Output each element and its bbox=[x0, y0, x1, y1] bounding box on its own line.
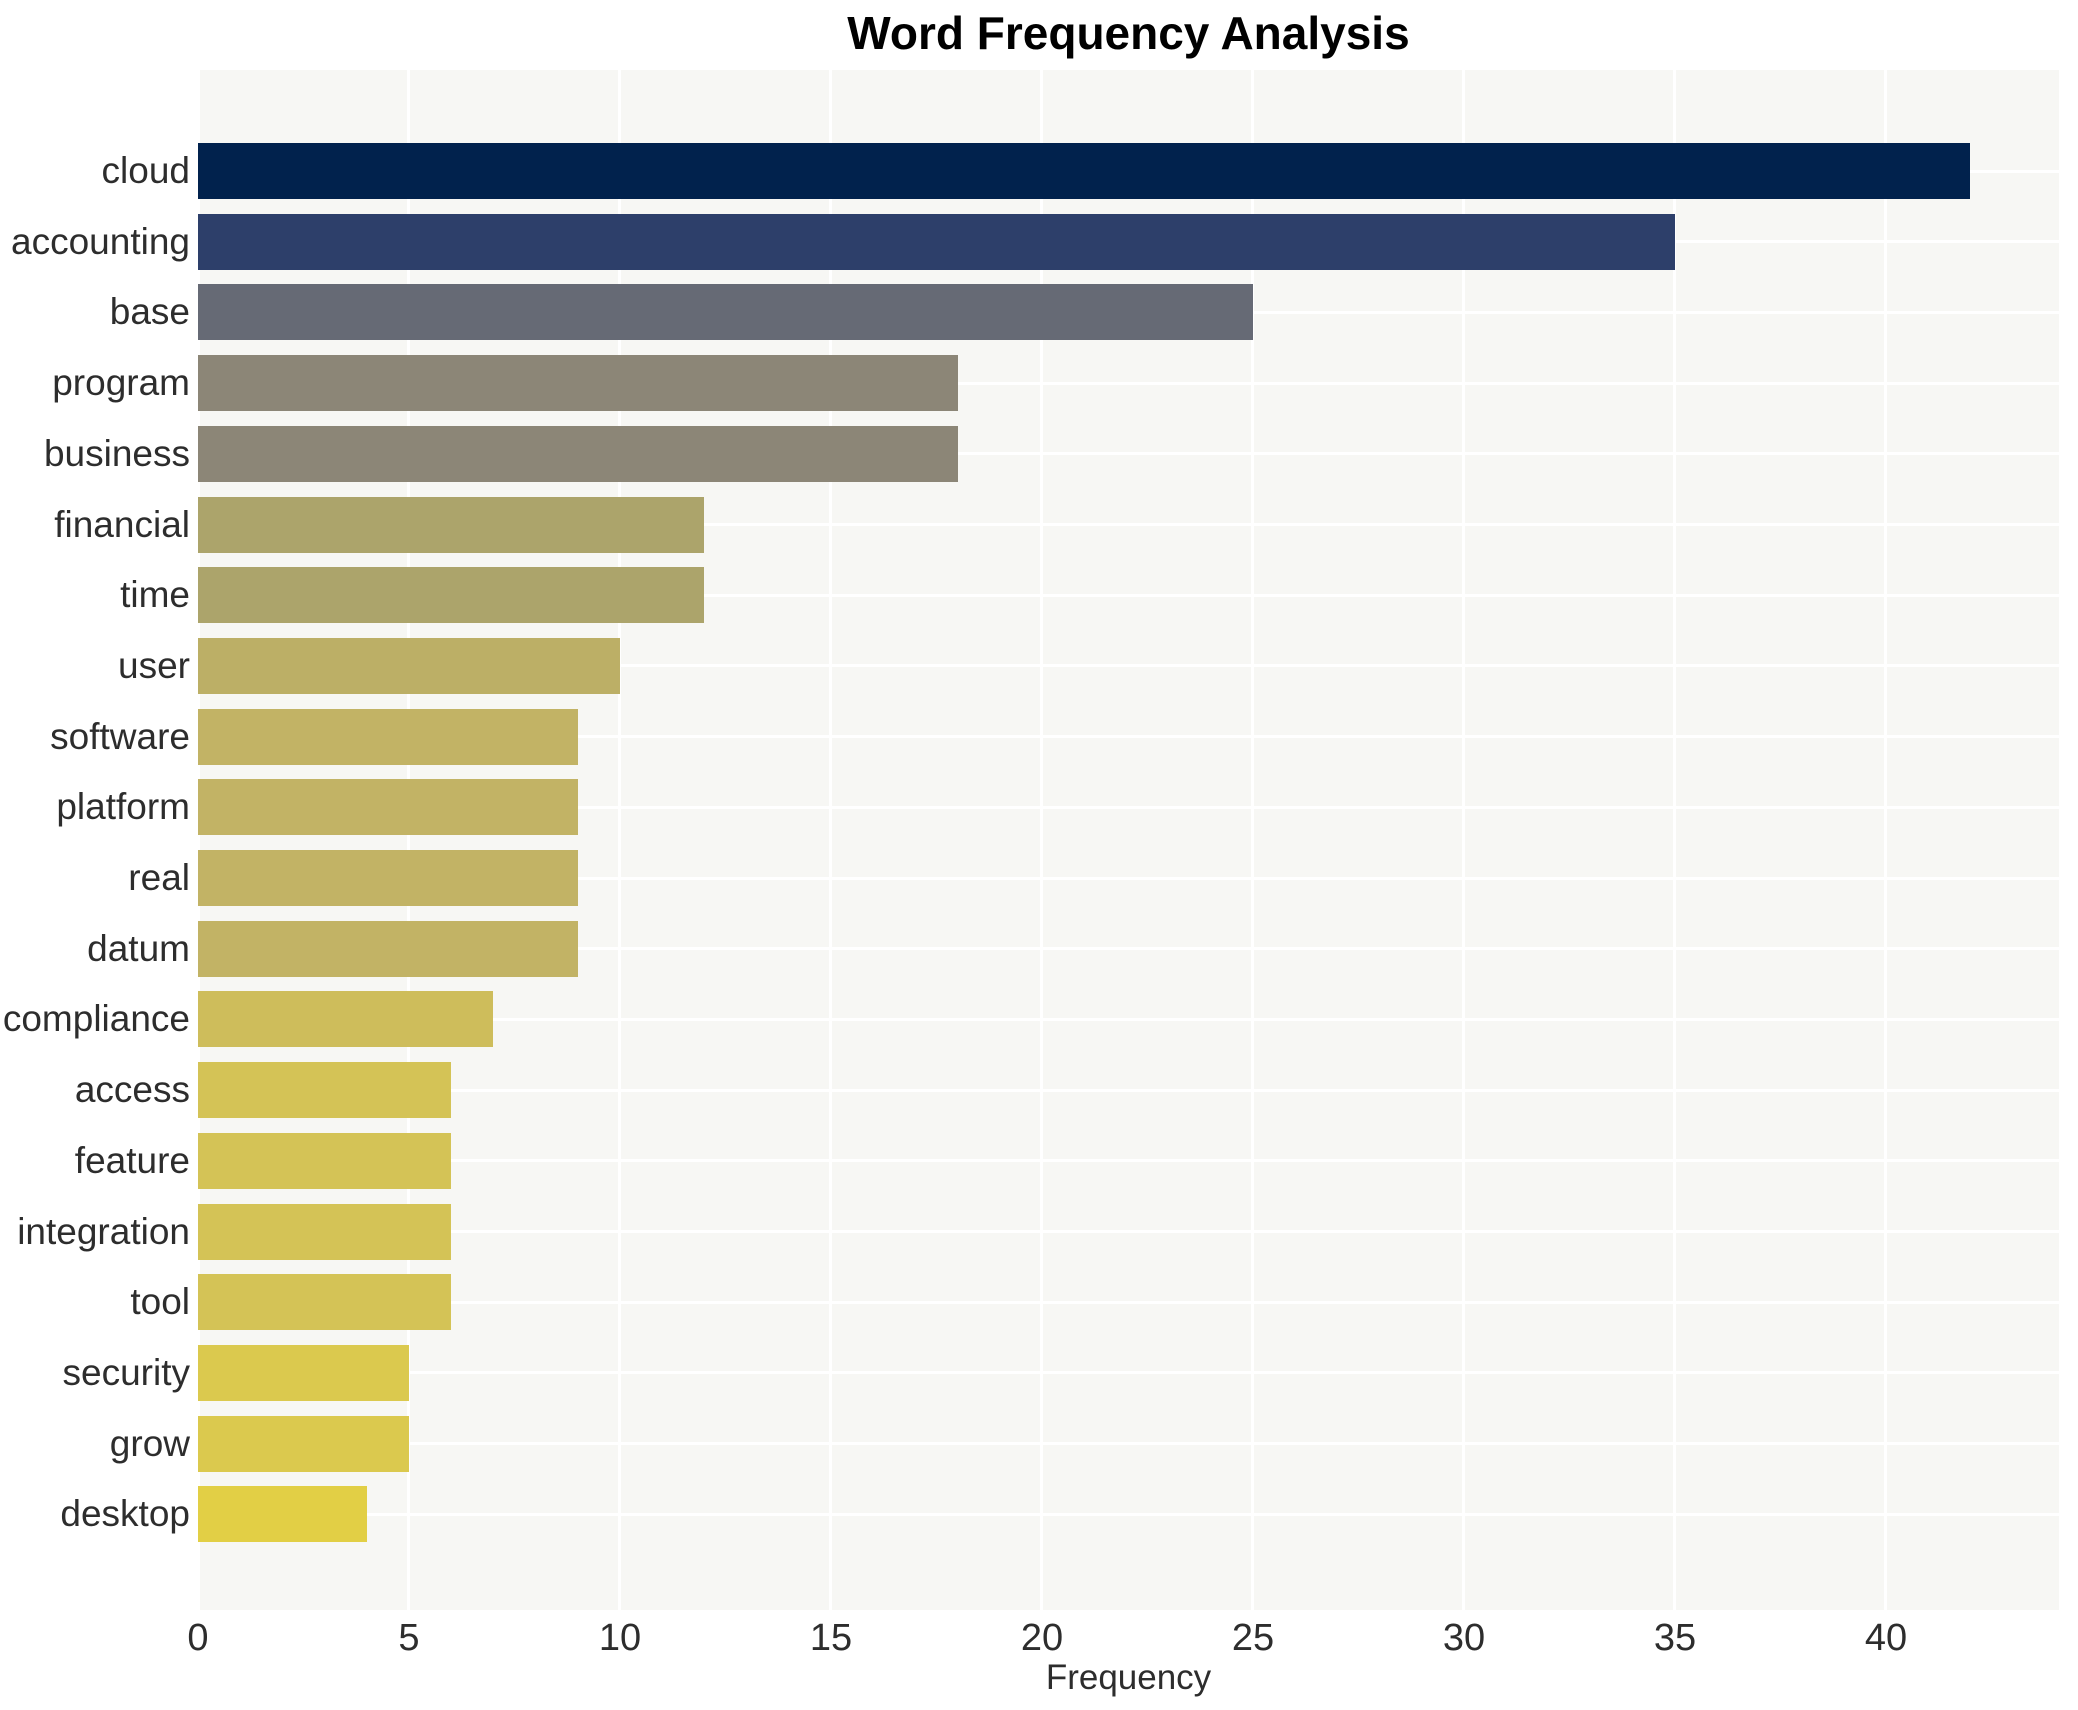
y-label-integration: integration bbox=[17, 1210, 190, 1252]
bar-compliance bbox=[198, 991, 494, 1048]
gridline-y-business bbox=[198, 452, 2059, 456]
bar-datum bbox=[198, 920, 578, 977]
gridline-x-20 bbox=[1040, 70, 1044, 1610]
y-label-software: software bbox=[50, 715, 190, 757]
bar-feature bbox=[198, 1132, 452, 1189]
bar-tool bbox=[198, 1274, 452, 1331]
y-label-user: user bbox=[118, 644, 190, 686]
y-label-accounting: accounting bbox=[11, 220, 190, 262]
y-label-access: access bbox=[74, 1069, 190, 1111]
gridline-x-40 bbox=[1884, 70, 1888, 1610]
gridline-y-tool bbox=[198, 1300, 2059, 1304]
x-tick-20: 20 bbox=[1020, 1617, 1064, 1659]
y-label-grow: grow bbox=[109, 1422, 190, 1464]
chart-title: Word Frequency Analysis bbox=[847, 7, 1410, 59]
gridline-y-access bbox=[198, 1088, 2059, 1092]
bar-access bbox=[198, 1062, 452, 1119]
gridline-y-feature bbox=[198, 1159, 2059, 1163]
gridline-x-25 bbox=[1251, 70, 1255, 1610]
y-label-datum: datum bbox=[87, 927, 190, 969]
y-label-platform: platform bbox=[56, 786, 190, 828]
bar-program bbox=[198, 355, 958, 412]
gridline-y-integration bbox=[198, 1230, 2059, 1233]
gridline-y-financial bbox=[198, 523, 2059, 526]
y-label-compliance: compliance bbox=[2, 998, 190, 1040]
bar-real bbox=[198, 850, 578, 906]
gridline-x-0 bbox=[196, 70, 200, 1610]
x-tick-10: 10 bbox=[598, 1617, 642, 1659]
y-label-program: program bbox=[52, 362, 190, 404]
bar-base bbox=[198, 284, 1253, 341]
bar-user bbox=[198, 637, 620, 694]
x-tick-40: 40 bbox=[1864, 1617, 1908, 1659]
gridline-x-35 bbox=[1673, 70, 1677, 1610]
bar-accounting bbox=[198, 213, 1675, 270]
x-tick-25: 25 bbox=[1231, 1617, 1275, 1659]
y-label-financial: financial bbox=[54, 503, 190, 545]
x-tick-0: 0 bbox=[187, 1617, 209, 1659]
gridline-y-platform bbox=[198, 805, 2059, 809]
gridline-x-5 bbox=[407, 70, 411, 1610]
y-label-tool: tool bbox=[130, 1281, 190, 1323]
gridline-y-datum bbox=[198, 947, 2059, 951]
gridline-y-time bbox=[198, 593, 2059, 597]
bar-desktop bbox=[198, 1486, 367, 1543]
gridline-y-security bbox=[198, 1371, 2059, 1375]
x-tick-5: 5 bbox=[398, 1617, 420, 1659]
y-label-base: base bbox=[109, 291, 190, 333]
x-tick-35: 35 bbox=[1653, 1617, 1697, 1659]
bar-grow bbox=[198, 1415, 409, 1472]
y-label-business: business bbox=[43, 432, 190, 474]
bar-platform bbox=[198, 779, 578, 836]
bar-time bbox=[198, 567, 705, 624]
plot-area bbox=[196, 70, 2059, 1610]
bar-integration bbox=[198, 1203, 452, 1260]
bar-software bbox=[198, 708, 578, 765]
gridline-y-compliance bbox=[198, 1017, 2059, 1021]
gridline-x-30 bbox=[1462, 70, 1466, 1610]
gridline-y-real bbox=[198, 876, 2059, 880]
bar-cloud bbox=[198, 143, 1971, 199]
x-tick-15: 15 bbox=[809, 1617, 853, 1659]
gridline-y-user bbox=[198, 664, 2059, 668]
y-label-real: real bbox=[128, 857, 190, 898]
gridline-x-10 bbox=[618, 70, 622, 1610]
bar-security bbox=[198, 1344, 409, 1401]
gridline-y-program bbox=[198, 381, 2059, 385]
x-tick-30: 30 bbox=[1442, 1617, 1486, 1659]
x-axis-title: Frequency bbox=[1045, 1658, 1212, 1697]
y-label-feature: feature bbox=[74, 1139, 190, 1181]
gridline-y-grow bbox=[198, 1442, 2059, 1446]
gridline-y-desktop bbox=[198, 1512, 2059, 1516]
y-label-time: time bbox=[120, 574, 190, 616]
y-label-desktop: desktop bbox=[60, 1493, 190, 1535]
gridline-x-15 bbox=[829, 70, 833, 1610]
bar-financial bbox=[198, 496, 705, 553]
y-label-security: security bbox=[62, 1351, 190, 1393]
gridline-y-software bbox=[198, 735, 2059, 739]
bar-business bbox=[198, 425, 958, 482]
y-label-cloud: cloud bbox=[101, 150, 190, 191]
